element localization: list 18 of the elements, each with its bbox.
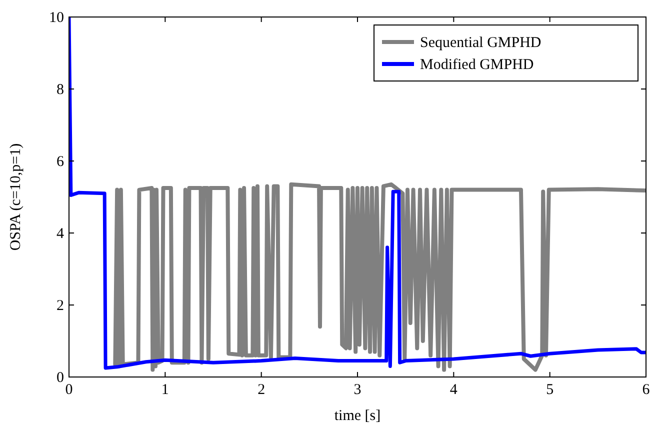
- y-tick-label: 4: [56, 226, 64, 242]
- legend-label: Modified GMPHD: [420, 57, 534, 73]
- y-axis-title: OSPA (c=10,p=1): [8, 143, 24, 251]
- x-tick-label: 3: [354, 382, 362, 398]
- y-tick-label: 2: [56, 298, 64, 314]
- x-tick-label: 6: [642, 382, 650, 398]
- y-tick-label: 10: [49, 10, 64, 26]
- x-tick-label: 5: [546, 382, 554, 398]
- x-axis-title: time [s]: [334, 408, 381, 424]
- line-series: [69, 17, 646, 370]
- y-tick-label: 0: [56, 370, 64, 386]
- x-tick-label: 1: [161, 382, 169, 398]
- y-tick-label: 8: [56, 82, 64, 98]
- x-tick-label: 2: [258, 382, 266, 398]
- y-tick-label: 6: [56, 154, 64, 170]
- legend-label: Sequential GMPHD: [420, 35, 542, 51]
- x-tick-label: 4: [450, 382, 458, 398]
- line-series: [113, 182, 646, 372]
